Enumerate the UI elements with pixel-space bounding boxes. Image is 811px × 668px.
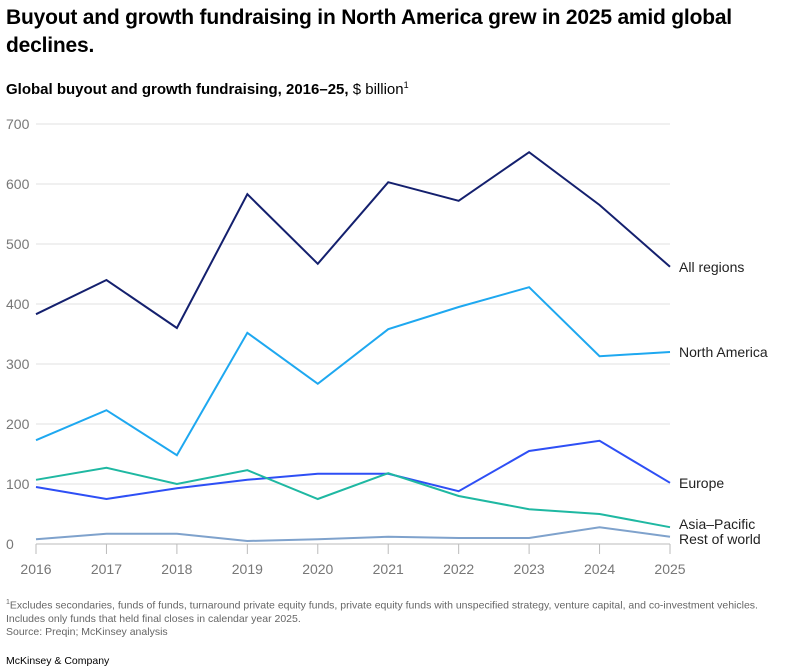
x-tick-label: 2018 xyxy=(161,561,192,577)
series-line-north-america xyxy=(35,286,671,457)
x-tick-label: 2016 xyxy=(20,561,51,577)
subtitle-bold: Global buyout and growth fundraising, 20… xyxy=(6,81,349,98)
y-tick-label: 400 xyxy=(6,296,30,312)
footnote: 1Excludes secondaries, funds of funds, t… xyxy=(6,596,796,639)
y-tick-label: 0 xyxy=(6,536,14,552)
y-tick-label: 100 xyxy=(6,476,30,492)
subtitle-footnote-mark: 1 xyxy=(403,80,409,90)
source-note: Source: Preqin; McKinsey analysis xyxy=(6,625,168,638)
y-tick-label: 200 xyxy=(6,416,30,432)
chart-subtitle: Global buyout and growth fundraising, 20… xyxy=(6,80,409,98)
series-label: All regions xyxy=(679,259,744,275)
series-label: Rest of world xyxy=(679,531,761,547)
x-tick-label: 2020 xyxy=(302,561,333,577)
series-label: Europe xyxy=(679,475,724,491)
x-tick-label: 2021 xyxy=(373,561,404,577)
x-tick-label: 2023 xyxy=(514,561,545,577)
y-tick-label: 700 xyxy=(6,116,30,132)
x-tick-label: 2025 xyxy=(654,561,685,577)
series-line-all-regions xyxy=(35,150,671,330)
y-tick-label: 300 xyxy=(6,356,30,372)
y-tick-label: 500 xyxy=(6,236,30,252)
series-label: North America xyxy=(679,344,768,360)
x-tick-label: 2024 xyxy=(584,561,615,577)
chart-title: Buyout and growth fundraising in North A… xyxy=(6,6,732,57)
series-line-rest-of-world xyxy=(35,526,671,543)
footnote-text: Excludes secondaries, funds of funds, tu… xyxy=(6,599,758,625)
footnote-mark: 1 xyxy=(6,599,10,606)
series-label: Asia–Pacific xyxy=(679,516,755,532)
x-tick-label: 2022 xyxy=(443,561,474,577)
x-tick-label: 2017 xyxy=(91,561,122,577)
y-tick-label: 600 xyxy=(6,176,30,192)
line-chart: 0 100 200 300 400 500 600 700 2016 2017 2018 2019 20… xyxy=(6,116,768,577)
series-line-europe xyxy=(35,439,671,501)
brand-logo: McKinsey & Company xyxy=(6,655,110,667)
subtitle-unit: $ billion xyxy=(348,81,404,98)
series-line-asia-pacific xyxy=(35,466,671,529)
x-tick-label: 2019 xyxy=(232,561,263,577)
